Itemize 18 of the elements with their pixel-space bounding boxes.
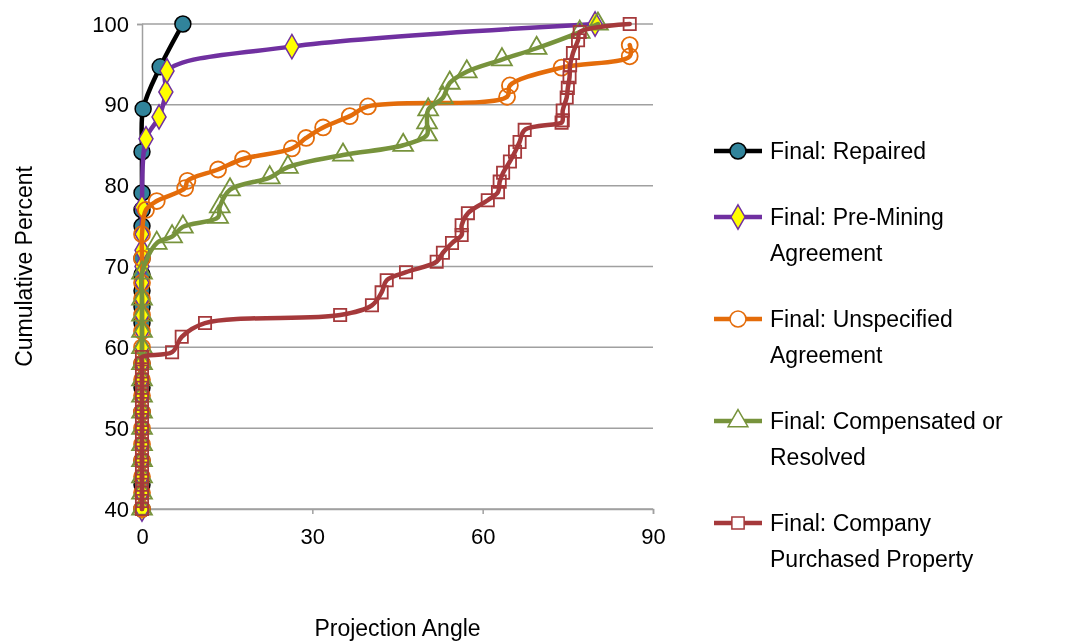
y-tick-label: 50 <box>104 415 129 441</box>
y-tick-label: 90 <box>104 92 129 118</box>
y-tick-label: 60 <box>104 334 129 360</box>
legend-label: Final: Repaired <box>770 138 926 164</box>
legend-label: Final: Company Purchased Property <box>770 510 974 572</box>
y-tick-label: 70 <box>104 254 129 280</box>
x-axis-title: Projection Angle <box>314 615 481 641</box>
y-axis-title: Cumulative Percent <box>11 165 37 367</box>
y-tick-label: 40 <box>104 496 129 522</box>
legend-label: Final: Compensated or Resolved <box>770 408 1004 470</box>
x-tick-label: 90 <box>641 523 666 549</box>
legend-label: Final: Unspecified Agreement <box>770 306 953 368</box>
y-tick-label: 100 <box>92 11 129 37</box>
x-tick-label: 30 <box>300 523 326 549</box>
y-tick-label: 80 <box>104 173 129 199</box>
x-tick-label: 0 <box>136 523 149 549</box>
legend-label: Final: Pre-Mining Agreement <box>770 204 944 266</box>
x-tick-label: 60 <box>470 523 496 549</box>
